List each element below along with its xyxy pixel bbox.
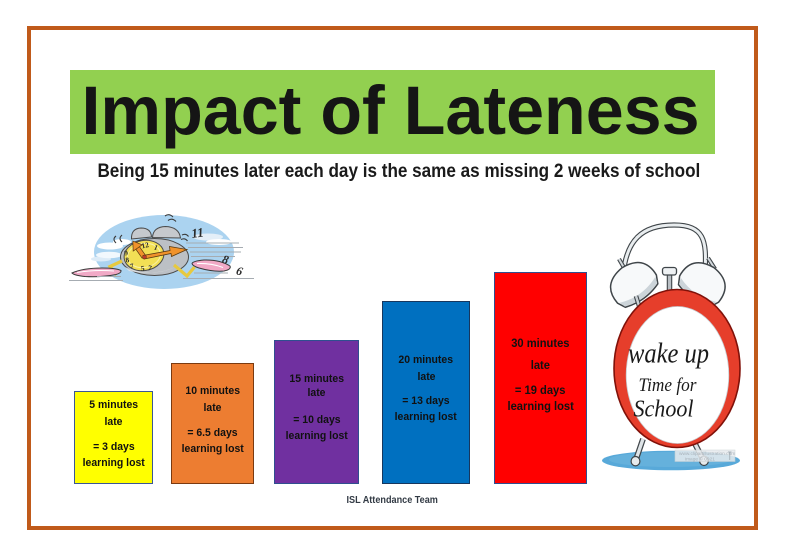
svg-text:9: 9 bbox=[123, 249, 129, 258]
svg-text:wake up: wake up bbox=[628, 338, 709, 370]
svg-text:7: 7 bbox=[147, 263, 153, 273]
svg-text:School: School bbox=[634, 397, 694, 423]
svg-text:8: 8 bbox=[221, 252, 231, 267]
svg-text:12: 12 bbox=[141, 240, 150, 250]
svg-text:1: 1 bbox=[153, 243, 159, 252]
svg-text:7: 7 bbox=[130, 262, 135, 270]
svg-text:8: 8 bbox=[125, 256, 130, 265]
svg-text:image © 0921: image © 0921 bbox=[685, 456, 715, 463]
svg-text:5: 5 bbox=[140, 264, 145, 273]
svg-text:6: 6 bbox=[235, 263, 245, 278]
svg-text:11: 11 bbox=[190, 224, 204, 241]
svg-text:Time for: Time for bbox=[639, 375, 698, 396]
svg-text:www.clipartillustration.com: www.clipartillustration.com bbox=[679, 451, 735, 457]
